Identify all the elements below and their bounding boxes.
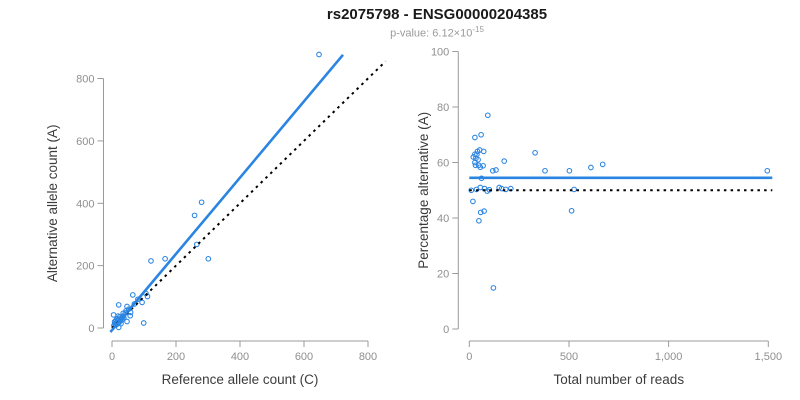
data-point: [568, 207, 575, 214]
data-point: [484, 112, 491, 119]
data-point: [472, 162, 479, 169]
data-point: [472, 159, 478, 166]
allele-counts-scatter: 0 200 400 600 800 0 200 400 600 800 Reference alle…: [45, 51, 387, 387]
y-tick-label: 400: [76, 198, 94, 210]
data-point: [470, 198, 476, 205]
data-point: [480, 162, 486, 169]
p-value-exponent: -15: [472, 25, 484, 34]
data-point: [124, 318, 130, 325]
data-point: [501, 158, 508, 164]
regression-line: [109, 53, 344, 333]
data-point: [468, 187, 475, 194]
data-point: [205, 255, 212, 262]
y-axis-title: Percentage alternative (A): [416, 112, 431, 269]
identity-line: [111, 60, 387, 329]
data-point: [316, 51, 322, 58]
x-tick-label: 400: [231, 351, 249, 363]
x-axis-title: Reference allele count (C): [162, 372, 319, 387]
data-point: [475, 156, 481, 163]
data-point: [476, 217, 482, 224]
data-point: [477, 164, 484, 171]
y-axis-title: Alternative allele count (A): [45, 125, 60, 283]
data-point: [139, 299, 145, 306]
data-point: [489, 167, 496, 174]
data-point: [477, 209, 484, 216]
y-tick-label: 40: [437, 213, 449, 225]
y-tick-label: 200: [76, 261, 94, 273]
figure-title: rs2075798 - ENSG00000204385: [326, 6, 548, 23]
x-tick-label: 0: [109, 351, 115, 363]
y-tick-label: 20: [437, 269, 449, 281]
data-point: [191, 212, 198, 219]
data-point: [472, 134, 478, 141]
x-tick-label: 1,000: [655, 351, 683, 363]
figure-subtitle: p-value: 6.12×10-15: [390, 25, 484, 40]
data-point: [571, 186, 577, 193]
data-point: [115, 302, 122, 308]
x-tick-label: 500: [560, 351, 578, 363]
x-tick-label: 200: [167, 351, 185, 363]
data-point: [140, 320, 147, 326]
y-tick-label: 100: [431, 47, 449, 59]
data-point: [490, 285, 497, 291]
data-point: [162, 255, 168, 262]
x-tick-label: 1,500: [755, 351, 783, 363]
data-point: [478, 131, 484, 138]
data-point: [129, 292, 136, 298]
data-point: [599, 161, 606, 168]
y-tick-label: 80: [437, 102, 449, 114]
y-tick-label: 60: [437, 158, 449, 170]
data-point: [148, 258, 154, 264]
data-point: [198, 199, 205, 206]
x-tick-label: 600: [295, 351, 313, 363]
y-tick-label: 800: [76, 74, 94, 86]
x-tick-label: 800: [359, 351, 377, 363]
p-value-text: p-value: 6.12×10: [390, 27, 473, 40]
data-point: [115, 313, 121, 319]
data-point: [588, 164, 594, 171]
data-point: [542, 167, 548, 174]
x-tick-label: 0: [466, 351, 472, 363]
y-tick-label: 0: [88, 323, 94, 335]
data-point: [532, 149, 538, 156]
data-point: [566, 167, 573, 174]
data-point: [493, 167, 499, 173]
data-point: [764, 167, 771, 174]
data-point: [111, 318, 118, 325]
percentage-vs-reads-scatter: 0 20 40 60 80 100 0 500 1,000 1,500 Total number o…: [416, 47, 782, 388]
y-tick-label: 0: [443, 324, 449, 336]
x-axis-title: Total number of reads: [554, 372, 685, 387]
data-point: [112, 317, 119, 324]
data-point: [127, 312, 134, 319]
data-point: [481, 208, 487, 214]
y-tick-label: 600: [76, 136, 94, 148]
